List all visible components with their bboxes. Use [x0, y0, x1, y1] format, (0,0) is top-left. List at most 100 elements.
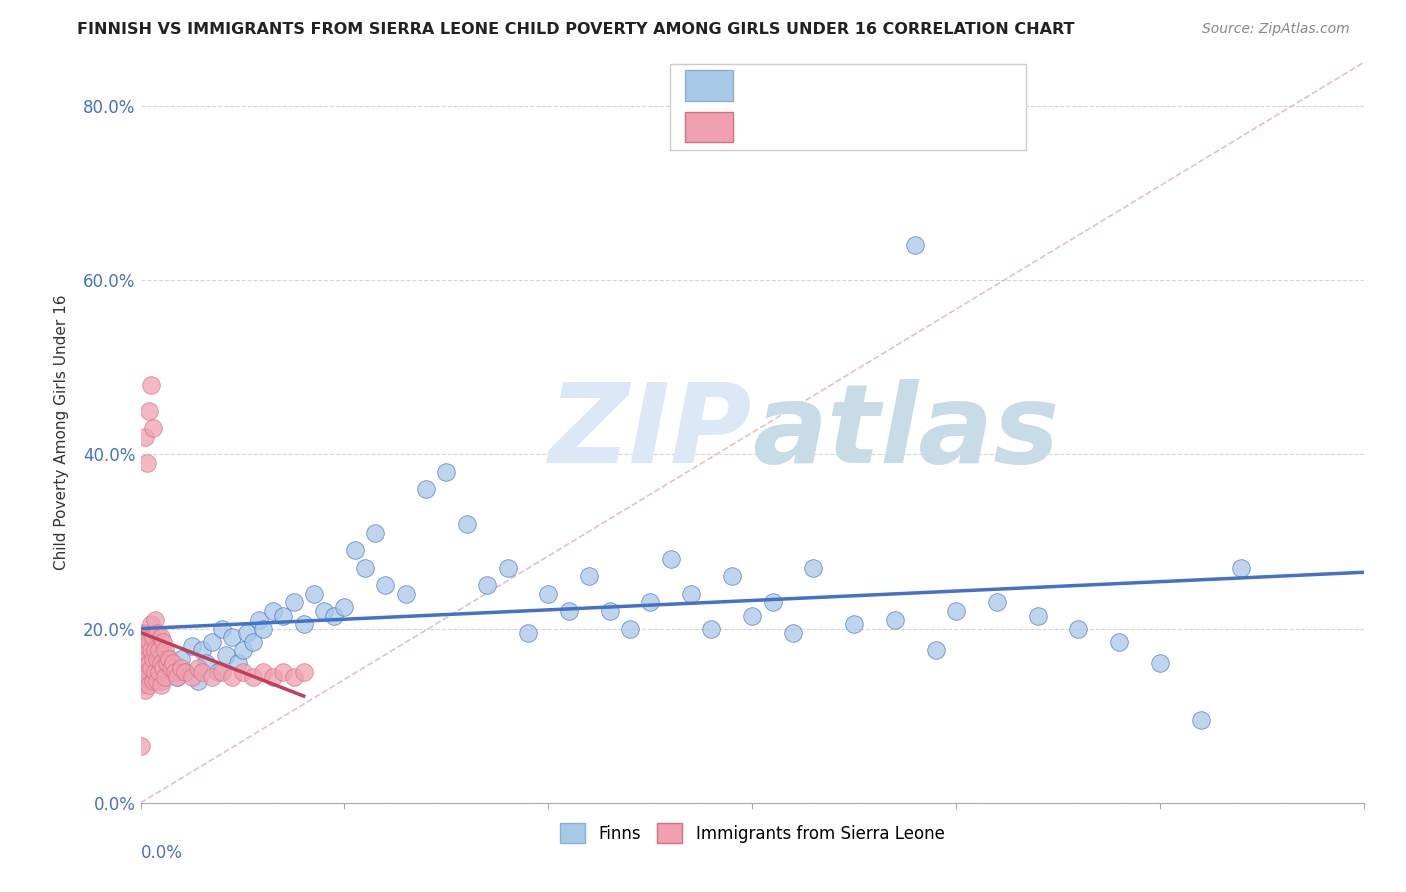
Point	[134, 639, 156, 653]
Point	[160, 661, 183, 675]
Point	[1108, 634, 1130, 648]
Point	[142, 652, 165, 666]
Point	[221, 630, 243, 644]
Point	[211, 665, 233, 680]
Text: FINNISH VS IMMIGRANTS FROM SIERRA LEONE CHILD POVERTY AMONG GIRLS UNDER 16 CORRE: FINNISH VS IMMIGRANTS FROM SIERRA LEONE …	[77, 22, 1074, 37]
Point	[139, 661, 162, 675]
Point	[131, 661, 153, 675]
Legend: Finns, Immigrants from Sierra Leone: Finns, Immigrants from Sierra Leone	[553, 816, 952, 850]
Point	[803, 560, 825, 574]
Point	[153, 648, 176, 662]
Point	[191, 643, 214, 657]
Point	[884, 613, 907, 627]
Point	[134, 661, 156, 675]
Point	[292, 617, 315, 632]
Point	[235, 626, 257, 640]
Point	[180, 639, 202, 653]
Point	[166, 669, 188, 683]
Point	[135, 626, 157, 640]
Point	[659, 552, 682, 566]
Point	[333, 599, 356, 614]
Point	[165, 665, 187, 680]
Point	[139, 643, 162, 657]
Point	[475, 578, 498, 592]
Point	[700, 622, 723, 636]
Point	[201, 634, 224, 648]
Point	[129, 739, 152, 754]
Point	[247, 613, 270, 627]
Text: atlas: atlas	[752, 379, 1060, 486]
Point	[599, 604, 621, 618]
Point	[1067, 622, 1090, 636]
Point	[142, 630, 165, 644]
Point	[187, 661, 209, 675]
Point	[638, 595, 662, 609]
Point	[152, 661, 174, 675]
Point	[191, 665, 214, 680]
Point	[231, 643, 254, 657]
Point	[1230, 560, 1253, 574]
Point	[170, 661, 193, 675]
Point	[262, 669, 284, 683]
Y-axis label: Child Poverty Among Girls Under 16: Child Poverty Among Girls Under 16	[55, 295, 69, 570]
Point	[162, 657, 184, 671]
Point	[170, 652, 193, 666]
Point	[374, 578, 396, 592]
Point	[1026, 608, 1049, 623]
Point	[138, 657, 160, 671]
Point	[194, 657, 217, 671]
Text: Source: ZipAtlas.com: Source: ZipAtlas.com	[1202, 22, 1350, 37]
Point	[945, 604, 967, 618]
Point	[844, 617, 866, 632]
Point	[231, 665, 254, 680]
Point	[187, 673, 209, 688]
Point	[134, 430, 156, 444]
Point	[148, 665, 170, 680]
Point	[135, 669, 157, 683]
Point	[134, 682, 156, 697]
Point	[986, 595, 1008, 609]
Point	[1189, 713, 1212, 727]
Point	[201, 669, 224, 683]
Point	[262, 604, 284, 618]
Point	[925, 643, 948, 657]
Point	[139, 617, 162, 632]
Point	[148, 643, 170, 657]
Point	[1149, 657, 1171, 671]
Point	[150, 673, 172, 688]
Point	[131, 626, 153, 640]
Point	[160, 661, 183, 675]
Point	[578, 569, 600, 583]
Point	[762, 595, 785, 609]
Point	[436, 465, 458, 479]
Point	[139, 377, 162, 392]
Point	[211, 622, 233, 636]
Point	[131, 643, 153, 657]
Point	[129, 678, 152, 692]
Point	[146, 626, 169, 640]
Point	[292, 665, 315, 680]
Point	[152, 634, 174, 648]
Point	[142, 673, 165, 688]
Point	[741, 608, 763, 623]
Point	[138, 678, 160, 692]
Point	[157, 652, 180, 666]
Point	[302, 587, 325, 601]
Point	[180, 669, 202, 683]
Point	[415, 482, 437, 496]
Text: ZIP: ZIP	[548, 379, 752, 486]
Point	[242, 669, 264, 683]
Point	[143, 665, 166, 680]
Point	[354, 560, 377, 574]
Point	[138, 404, 160, 418]
Point	[271, 608, 295, 623]
Point	[129, 665, 152, 680]
Point	[364, 525, 387, 540]
Point	[496, 560, 519, 574]
Point	[221, 669, 243, 683]
Point	[156, 657, 179, 671]
Point	[153, 669, 176, 683]
Point	[135, 652, 157, 666]
Point	[138, 634, 160, 648]
Point	[142, 421, 165, 435]
